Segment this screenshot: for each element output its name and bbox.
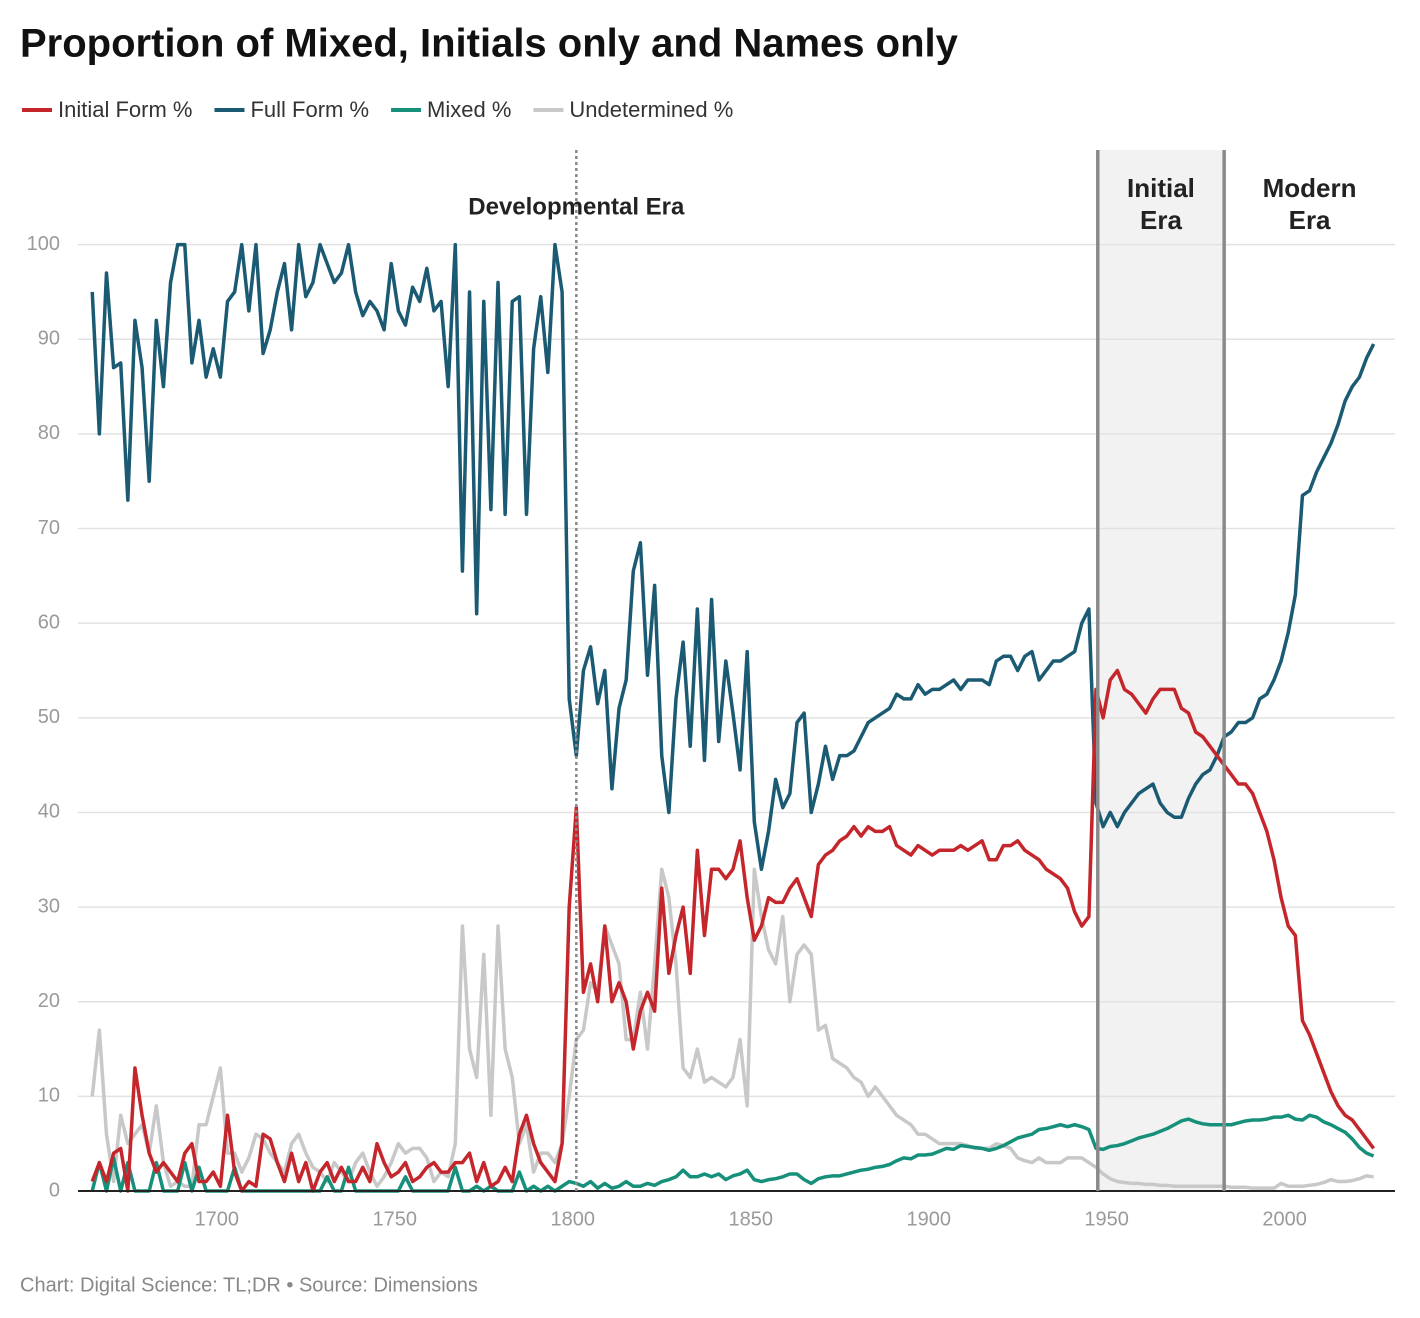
legend-label: Undetermined %	[569, 97, 733, 122]
x-tick-label: 1800	[551, 1208, 596, 1230]
y-tick-label: 40	[38, 801, 60, 823]
y-tick-label: 20	[38, 990, 60, 1012]
series-line	[90, 867, 1374, 1190]
era-label: Modern Era	[1262, 173, 1357, 235]
x-tick-label: 1950	[1084, 1208, 1129, 1230]
era-label: Initial Era	[1127, 173, 1195, 235]
legend-label: Mixed %	[427, 97, 511, 122]
chart-title: Proportion of Mixed, Initials only and N…	[20, 22, 959, 66]
y-tick-label: 30	[38, 895, 60, 917]
y-tick-label: 0	[49, 1179, 60, 1201]
x-tick-label: 2000	[1262, 1208, 1307, 1230]
series-line	[90, 242, 1376, 871]
y-tick-label: 80	[38, 422, 60, 444]
series-line	[90, 668, 1376, 1193]
x-tick-label: 1900	[906, 1208, 951, 1230]
y-tick-label: 50	[38, 706, 60, 728]
x-tick-label: 1850	[728, 1208, 773, 1230]
x-tick-label: 1750	[373, 1208, 418, 1230]
x-tick-label: 1700	[195, 1208, 240, 1230]
legend-label: Initial Form %	[58, 97, 192, 122]
y-tick-label: 90	[38, 328, 60, 350]
chart-footer: Chart: Digital Science: TL;DR • Source: …	[20, 1274, 478, 1296]
y-tick-label: 100	[27, 233, 60, 255]
y-tick-label: 10	[38, 1085, 60, 1107]
legend-label: Full Form %	[250, 97, 369, 122]
y-tick-label: 60	[38, 611, 60, 633]
y-tick-label: 70	[38, 517, 60, 539]
